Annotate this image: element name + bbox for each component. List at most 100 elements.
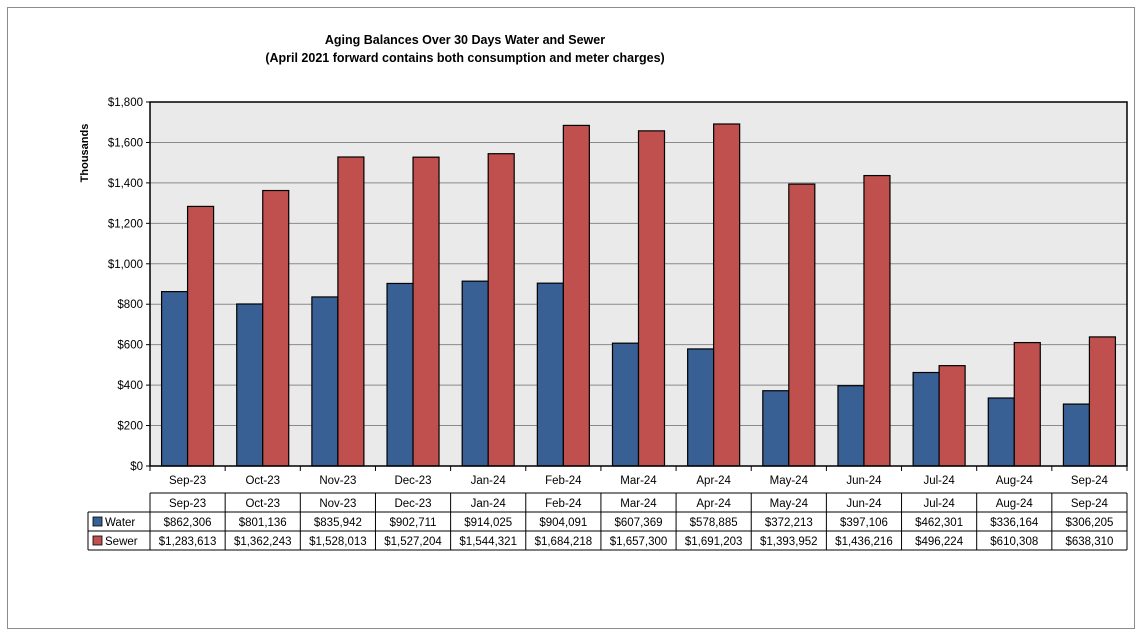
table-header-cell: Dec-23 <box>394 498 431 510</box>
data-label: $397,106 <box>840 517 888 529</box>
x-tick-label: Jun-24 <box>846 475 882 487</box>
x-tick-label: Aug-24 <box>996 475 1034 487</box>
x-tick-label: Jan-24 <box>471 475 507 487</box>
sewer-bar <box>637 130 666 467</box>
y-tick-label: $600 <box>117 340 143 352</box>
water-bar <box>160 291 189 467</box>
y-tick-label: $1,400 <box>108 178 143 190</box>
legend-label: Sewer <box>105 536 138 548</box>
sewer-bar <box>412 156 440 467</box>
data-label: $610,308 <box>990 536 1038 548</box>
data-label: $904,091 <box>539 517 587 529</box>
data-label: $1,362,243 <box>234 536 292 548</box>
data-label: $306,205 <box>1065 517 1113 529</box>
table-header-cell: Feb-24 <box>545 498 582 510</box>
water-bar <box>837 385 865 467</box>
water-bar <box>611 342 640 467</box>
x-tick-label: Jul-24 <box>923 475 955 487</box>
table-header-cell: May-24 <box>770 498 809 510</box>
data-label: $1,393,952 <box>760 536 818 548</box>
plot-area: $0 $200 $400 $600 $800 $1,000 $1,200 $1,400 $1,6… <box>108 97 1128 487</box>
data-label: $1,436,216 <box>835 536 893 548</box>
chart-title: Aging Balances Over 30 Days Water and Se… <box>325 33 605 47</box>
data-label: $835,942 <box>314 517 362 529</box>
x-tick-label: Sep-23 <box>169 475 206 487</box>
water-bar <box>461 280 489 467</box>
sewer-bar <box>562 124 590 467</box>
table-header-cell: Jul-24 <box>923 498 955 510</box>
water-bar <box>311 296 339 467</box>
data-label: $336,164 <box>990 517 1039 529</box>
data-label: $862,306 <box>164 517 212 529</box>
sewer-bar <box>713 123 741 467</box>
y-tick-label: $800 <box>117 299 143 311</box>
data-label: $1,544,321 <box>459 536 517 548</box>
sewer-bar <box>938 365 966 467</box>
chart: Aging Balances Over 30 Days Water and Se… <box>79 33 1128 551</box>
legend-label: Water <box>105 517 135 529</box>
y-axis-label: Thousands <box>79 124 91 183</box>
data-label: $638,310 <box>1065 536 1113 548</box>
data-label: $801,136 <box>239 517 287 529</box>
table-header-cell: Mar-24 <box>620 498 657 510</box>
y-tick-label: $1,600 <box>108 137 143 149</box>
chart-frame: Aging Balances Over 30 Days Water and Se… <box>7 7 1135 629</box>
data-label: $1,528,013 <box>309 536 367 548</box>
legend-swatch <box>92 516 103 527</box>
x-tick-label: May-24 <box>770 475 809 487</box>
water-bar <box>987 397 1015 467</box>
data-label: $1,657,300 <box>610 536 668 548</box>
data-label: $1,684,218 <box>535 536 593 548</box>
x-tick-label: Apr-24 <box>696 475 731 487</box>
plot-border <box>149 101 1128 467</box>
x-tick-label: Sep-24 <box>1071 475 1109 487</box>
water-bar <box>762 390 790 467</box>
y-tick-label: $200 <box>117 421 143 433</box>
data-label: $607,369 <box>615 517 663 529</box>
data-label: $1,691,203 <box>685 536 743 548</box>
data-label: $496,224 <box>915 536 964 548</box>
water-bar <box>386 282 414 467</box>
sewer-bar <box>1013 341 1041 467</box>
sewer-bar <box>863 174 891 467</box>
data-label: $914,025 <box>464 517 512 529</box>
y-tick-label: $0 <box>130 461 143 473</box>
table-header-cell: Jun-24 <box>846 498 882 510</box>
data-label: $462,301 <box>915 517 963 529</box>
sewer-bar <box>337 156 365 467</box>
table-header-cell: Oct-23 <box>245 498 280 510</box>
sewer-bar <box>262 189 290 467</box>
data-label: $372,213 <box>765 517 813 529</box>
y-tick-label: $1,800 <box>108 97 143 109</box>
table-header-cell: Nov-23 <box>319 498 356 510</box>
x-tick-label: Mar-24 <box>620 475 657 487</box>
sewer-bar <box>1088 336 1117 467</box>
water-bar <box>536 282 564 467</box>
x-tick-label: Nov-23 <box>319 475 356 487</box>
table-header-cell: Sep-24 <box>1071 498 1109 510</box>
x-tick-label: Oct-23 <box>245 475 280 487</box>
sewer-bar <box>788 183 816 467</box>
table-header-cell: Apr-24 <box>696 498 731 510</box>
data-label: $1,283,613 <box>159 536 217 548</box>
chart-subtitle: (April 2021 forward contains both consum… <box>265 51 664 65</box>
water-bar <box>912 371 940 467</box>
sewer-bar <box>487 153 515 467</box>
data-table: Sep-23 Oct-23 Nov-23 Dec-23 Jan-24 Feb-24 Mar-… <box>87 492 1128 551</box>
data-label: $1,527,204 <box>384 536 442 548</box>
data-label: $578,885 <box>690 517 738 529</box>
legend-swatch <box>92 535 103 546</box>
data-label: $902,711 <box>389 517 436 529</box>
table-header-cell: Sep-23 <box>169 498 206 510</box>
x-tick-label: Dec-23 <box>394 475 431 487</box>
water-bar <box>236 303 264 467</box>
y-tick-label: $400 <box>117 380 143 392</box>
sewer-bar <box>186 205 215 467</box>
x-tick-label: Feb-24 <box>545 475 582 487</box>
water-bar <box>687 348 715 467</box>
table-header-cell: Jan-24 <box>471 498 507 510</box>
y-tick-label: $1,000 <box>108 259 143 271</box>
water-bar <box>1062 403 1091 467</box>
table-header-cell: Aug-24 <box>996 498 1034 510</box>
y-tick-label: $1,200 <box>108 218 143 230</box>
